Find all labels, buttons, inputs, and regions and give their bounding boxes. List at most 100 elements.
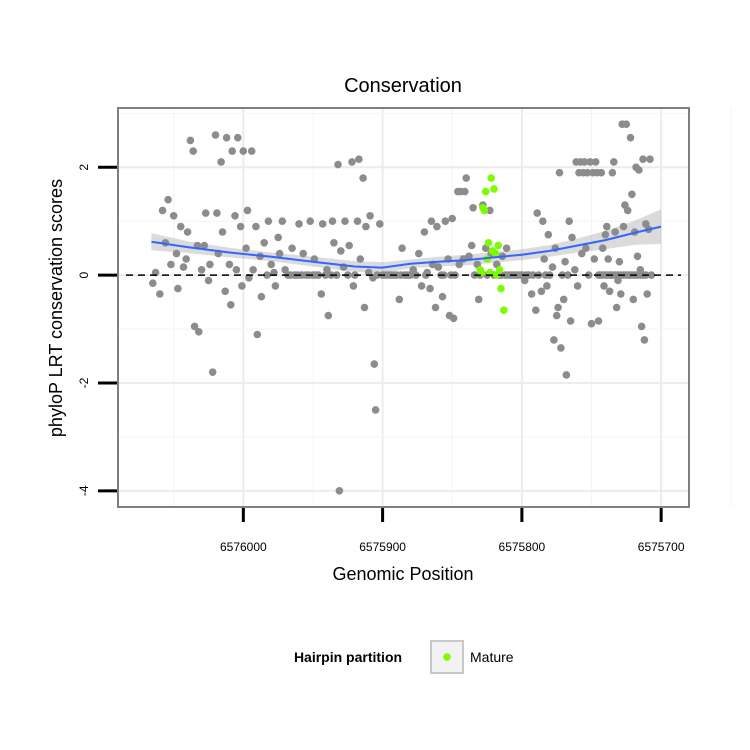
data-point-other xyxy=(156,290,164,298)
data-point-other xyxy=(222,133,231,142)
data-point-other xyxy=(371,406,380,414)
data-point-other xyxy=(200,241,209,250)
data-point-other xyxy=(353,217,362,225)
data-point-other xyxy=(225,260,234,269)
data-point-other xyxy=(370,360,379,368)
data-point-other xyxy=(637,322,646,331)
data-point-other xyxy=(328,217,337,225)
data-point-other xyxy=(543,282,551,290)
data-point-other xyxy=(299,249,308,258)
data-point-other xyxy=(186,136,195,145)
data-point-other xyxy=(211,131,220,139)
data-point-other xyxy=(635,166,643,174)
x-tick-label: 6576000 xyxy=(220,540,267,554)
data-point-other xyxy=(587,319,596,328)
data-point-other xyxy=(580,158,589,166)
data-point-other xyxy=(639,155,647,163)
data-point-other xyxy=(172,249,181,258)
data-point-other xyxy=(348,158,356,166)
data-point-other xyxy=(611,228,619,236)
data-point-other xyxy=(455,260,464,269)
legend-label-mature: Mature xyxy=(470,649,514,665)
data-point-other xyxy=(604,255,612,263)
data-point-other xyxy=(231,212,239,220)
data-point-other xyxy=(249,266,257,274)
data-point-other xyxy=(362,222,370,231)
chart-title: Conservation xyxy=(344,75,462,97)
data-point-other xyxy=(295,220,303,228)
data-point-other xyxy=(252,222,260,231)
data-point-mature xyxy=(500,306,508,315)
data-point-other xyxy=(612,303,621,312)
data-point-other xyxy=(540,255,548,263)
data-point-other xyxy=(201,209,210,217)
data-point-other xyxy=(274,233,283,242)
data-point-other xyxy=(643,290,651,298)
data-point-other xyxy=(318,220,327,228)
data-point-other xyxy=(438,292,447,301)
data-point-other xyxy=(275,249,284,258)
data-point-other xyxy=(167,260,175,269)
data-point-other xyxy=(474,295,483,304)
data-point-other xyxy=(306,217,315,225)
data-point-other xyxy=(373,271,381,279)
data-point-other xyxy=(176,222,185,231)
plot-area xyxy=(117,107,732,508)
data-point-other xyxy=(415,249,423,258)
data-point-other xyxy=(264,217,273,225)
data-point-other xyxy=(341,217,349,225)
data-point-other xyxy=(376,220,384,228)
data-point-other xyxy=(257,292,266,301)
data-point-other xyxy=(434,263,443,271)
data-point-other xyxy=(629,295,638,304)
data-point-other xyxy=(427,217,436,225)
data-point-other xyxy=(227,301,235,309)
data-point-other xyxy=(544,230,553,239)
data-point-mature xyxy=(497,284,505,293)
data-point-other xyxy=(217,158,225,166)
data-point-other xyxy=(426,284,434,293)
data-point-other xyxy=(594,317,603,325)
data-point-other xyxy=(420,228,429,236)
data-point-other xyxy=(532,306,540,315)
data-point-other xyxy=(529,271,537,279)
y-tick-label: 0 xyxy=(77,271,91,278)
data-point-other xyxy=(398,244,406,252)
data-point-other xyxy=(179,263,188,271)
x-tick-label: 6575700 xyxy=(638,540,685,554)
data-point-other xyxy=(218,228,227,236)
data-point-other xyxy=(204,276,213,285)
data-point-other xyxy=(206,260,214,269)
legend-key-mature xyxy=(443,653,451,661)
data-point-other xyxy=(337,247,345,255)
data-point-other xyxy=(243,206,252,215)
data-point-other xyxy=(539,217,547,225)
data-point-other xyxy=(228,147,236,155)
y-tick-label: -4 xyxy=(77,485,91,496)
data-point-other xyxy=(597,168,606,177)
data-point-other xyxy=(582,244,590,252)
data-point-other xyxy=(195,328,203,336)
data-point-other xyxy=(608,168,617,177)
data-point-other xyxy=(366,212,374,220)
data-point-other xyxy=(234,133,242,142)
data-point-other xyxy=(213,209,221,217)
data-point-other xyxy=(598,244,607,252)
data-point-other xyxy=(615,257,624,266)
data-point-other xyxy=(238,282,246,290)
data-point-other xyxy=(610,158,618,166)
data-point-other xyxy=(278,217,287,225)
data-point-other xyxy=(395,295,404,304)
data-point-mature xyxy=(487,174,496,182)
data-point-other xyxy=(552,311,561,320)
data-point-other xyxy=(345,241,354,250)
data-point-other xyxy=(578,249,586,258)
data-point-other xyxy=(550,336,558,344)
data-point-other xyxy=(573,282,582,290)
data-point-other xyxy=(263,271,271,279)
data-point-mature xyxy=(480,206,489,215)
data-point-other xyxy=(417,282,426,290)
data-point-other xyxy=(467,241,476,250)
data-point-other xyxy=(169,212,178,220)
